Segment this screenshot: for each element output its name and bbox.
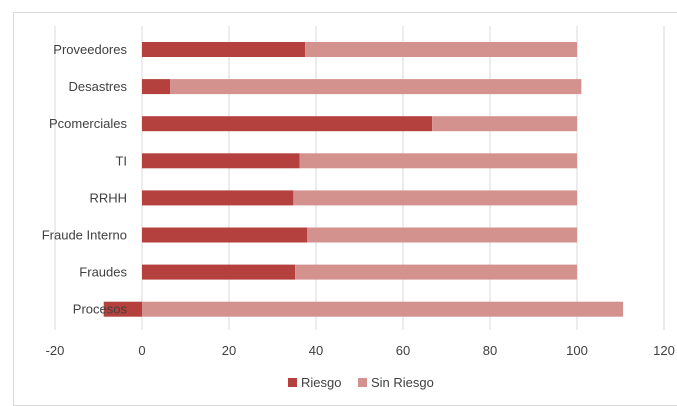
chart-frame [13, 12, 677, 406]
x-tick-label: -20 [46, 343, 65, 358]
gridlines [54, 26, 665, 330]
x-tick-labels: -20 0 20 40 60 80 100 120 [46, 343, 675, 358]
bar-sin-riesgo [299, 153, 577, 169]
x-tick-label: 40 [309, 343, 323, 358]
x-tick-label: 80 [483, 343, 497, 358]
x-tick-label: 0 [138, 343, 145, 358]
x-tick-label: 120 [653, 343, 675, 358]
bar-riesgo [142, 190, 294, 206]
category-label: Procesos [73, 302, 128, 317]
bar-sin-riesgo [170, 79, 582, 95]
x-tick-label: 60 [396, 343, 410, 358]
category-label: RRHH [89, 190, 127, 205]
legend-label-riesgo: Riesgo [301, 375, 341, 390]
legend-swatch-riesgo [288, 378, 297, 387]
x-tick-label: 100 [566, 343, 588, 358]
category-labels: Proveedores Desastres Pcomerciales TI RRHH Fr… [42, 42, 128, 317]
category-label: Desastres [68, 79, 127, 94]
category-label: Fraude Interno [42, 228, 127, 243]
bar-sin-riesgo [307, 227, 577, 243]
legend-label-sin-riesgo: Sin Riesgo [371, 375, 434, 390]
bar-riesgo [103, 301, 142, 317]
bar-riesgo [142, 42, 306, 57]
category-label: TI [115, 153, 127, 168]
bar-riesgo [142, 264, 296, 280]
bar-sin-riesgo [142, 301, 624, 317]
bar-riesgo [142, 153, 300, 169]
category-label: Fraudes [79, 265, 127, 280]
bars [103, 42, 624, 317]
bar-riesgo [142, 227, 308, 243]
category-label: Pcomerciales [49, 116, 128, 131]
bar-sin-riesgo [295, 264, 577, 280]
legend-swatch-sin-riesgo [358, 378, 367, 387]
bar-riesgo [142, 116, 433, 132]
bar-sin-riesgo [432, 116, 577, 132]
bar-sin-riesgo [293, 190, 577, 206]
category-label: Proveedores [53, 42, 127, 57]
bar-sin-riesgo [305, 42, 577, 57]
x-tick-label: 20 [222, 343, 236, 358]
legend: Riesgo Sin Riesgo [288, 375, 434, 390]
bar-riesgo [142, 79, 171, 95]
